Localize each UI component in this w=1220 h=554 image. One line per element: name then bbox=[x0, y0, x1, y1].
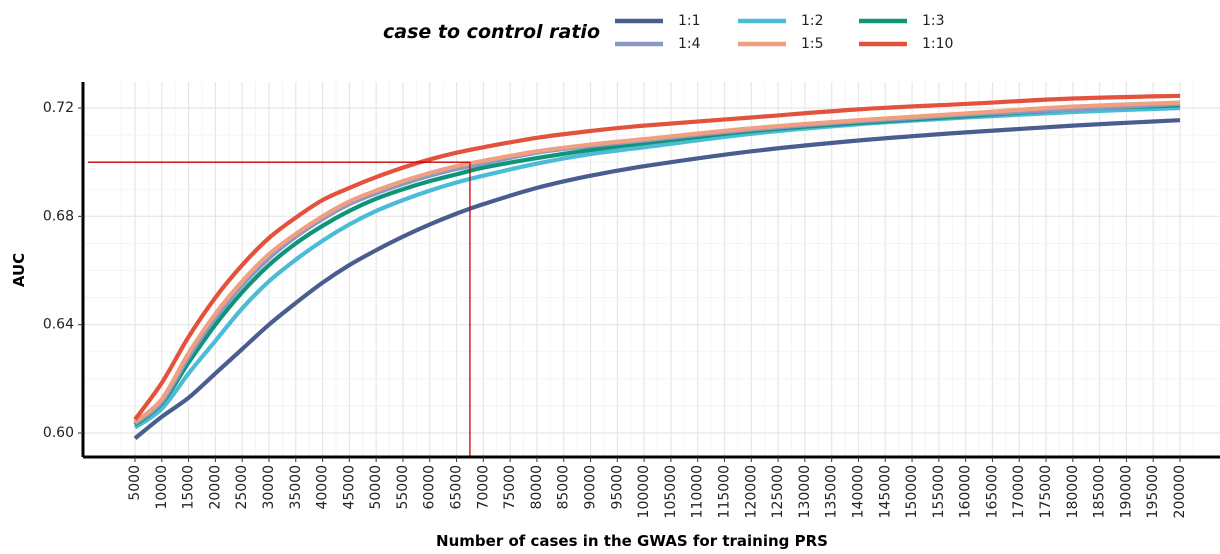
legend-label-1-1: 1:1 bbox=[678, 13, 701, 29]
series-lines bbox=[133, 93, 1181, 441]
y-axis-title: AUC bbox=[10, 253, 28, 287]
x-tick-label: 130000 bbox=[797, 465, 813, 518]
x-tick-label: 195000 bbox=[1145, 465, 1161, 518]
x-axis-ticks: 5000 10000 15000 20000 25000 30000 35000 40000 4… bbox=[127, 457, 1188, 518]
y-tick-label: 0.68 bbox=[43, 208, 74, 224]
series-line-1-1 bbox=[133, 118, 1181, 441]
legend-label-1-10: 1:10 bbox=[922, 36, 953, 52]
axes bbox=[81, 82, 1220, 459]
legend-label-1-5: 1:5 bbox=[801, 36, 824, 52]
legend: case to control ratio 1:1 1:2 1:3 1:4 1:5 1:1… bbox=[383, 13, 953, 52]
x-tick-label: 150000 bbox=[904, 465, 920, 518]
x-tick-label: 145000 bbox=[877, 465, 893, 518]
legend-label-1-3: 1:3 bbox=[922, 13, 945, 29]
x-tick-label: 200000 bbox=[1172, 465, 1188, 518]
x-tick-label: 135000 bbox=[824, 465, 840, 518]
x-tick-label: 155000 bbox=[931, 465, 947, 518]
x-tick-label: 25000 bbox=[234, 465, 250, 510]
legend-label-1-4: 1:4 bbox=[678, 36, 701, 52]
x-tick-label: 165000 bbox=[984, 465, 1000, 518]
reference-lines bbox=[88, 161, 471, 457]
x-tick-label: 180000 bbox=[1065, 465, 1081, 518]
x-tick-label: 80000 bbox=[529, 465, 545, 510]
x-tick-label: 95000 bbox=[609, 465, 625, 510]
x-tick-label: 170000 bbox=[1011, 465, 1027, 518]
x-tick-label: 110000 bbox=[690, 465, 706, 518]
x-tick-label: 175000 bbox=[1038, 465, 1054, 518]
y-tick-label: 0.72 bbox=[43, 100, 74, 116]
legend-label-1-2: 1:2 bbox=[801, 13, 824, 29]
x-tick-label: 185000 bbox=[1092, 465, 1108, 518]
y-tick-label: 0.60 bbox=[43, 425, 74, 441]
x-tick-label: 45000 bbox=[341, 465, 357, 510]
series-line-1-5 bbox=[133, 100, 1181, 424]
x-tick-label: 60000 bbox=[422, 465, 438, 510]
x-tick-label: 35000 bbox=[288, 465, 304, 510]
x-tick-label: 10000 bbox=[154, 465, 170, 510]
x-tick-label: 105000 bbox=[663, 465, 679, 518]
y-tick-label: 0.64 bbox=[43, 317, 74, 333]
x-tick-label: 115000 bbox=[716, 465, 732, 518]
x-tick-label: 5000 bbox=[127, 465, 143, 501]
x-tick-label: 30000 bbox=[261, 465, 277, 510]
x-tick-label: 190000 bbox=[1118, 465, 1134, 518]
x-tick-label: 65000 bbox=[449, 465, 465, 510]
x-tick-label: 40000 bbox=[315, 465, 331, 510]
x-tick-label: 55000 bbox=[395, 465, 411, 510]
x-tick-label: 20000 bbox=[207, 465, 223, 510]
series-line-1-10 bbox=[133, 93, 1181, 421]
x-tick-label: 160000 bbox=[958, 465, 974, 518]
legend-title: case to control ratio bbox=[383, 21, 600, 43]
x-axis-title: Number of cases in the GWAS for training… bbox=[436, 532, 828, 550]
x-tick-label: 125000 bbox=[770, 465, 786, 518]
x-tick-label: 120000 bbox=[743, 465, 759, 518]
x-tick-label: 15000 bbox=[181, 465, 197, 510]
grid bbox=[83, 82, 1220, 457]
x-tick-label: 100000 bbox=[636, 465, 652, 518]
x-tick-label: 70000 bbox=[475, 465, 491, 510]
x-tick-label: 140000 bbox=[850, 465, 866, 518]
y-axis-ticks: 0.60 0.64 0.68 0.72 bbox=[43, 100, 83, 441]
x-tick-label: 50000 bbox=[368, 465, 384, 510]
x-tick-label: 85000 bbox=[556, 465, 572, 510]
x-tick-label: 90000 bbox=[583, 465, 599, 510]
x-tick-label: 75000 bbox=[502, 465, 518, 510]
